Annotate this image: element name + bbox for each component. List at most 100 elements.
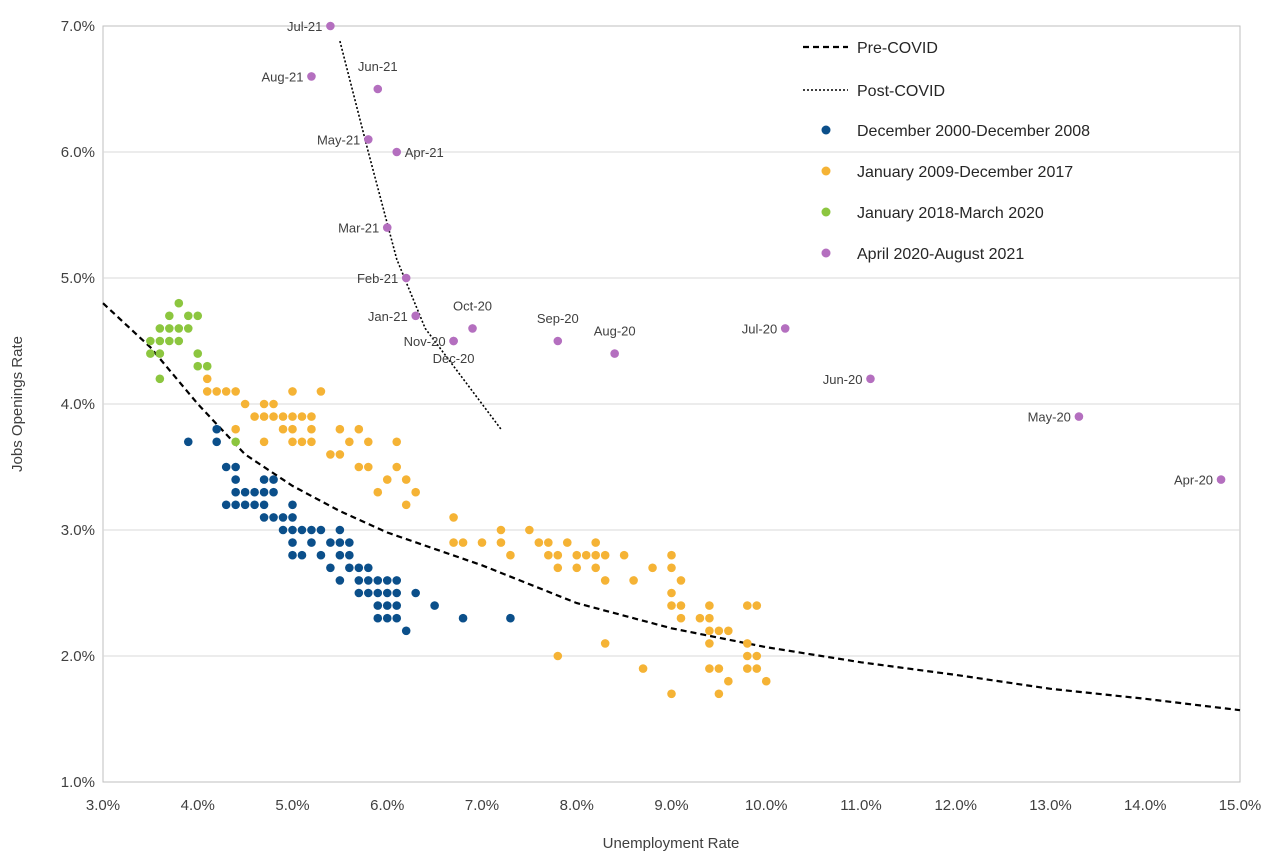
data-point: [743, 601, 752, 610]
data-point: [174, 324, 184, 333]
data-point: [591, 538, 600, 547]
data-point: [335, 550, 345, 560]
data-point: [240, 487, 250, 497]
data-point: [364, 135, 373, 144]
data-point: [714, 664, 724, 673]
data-point: [695, 613, 705, 623]
data-point: [373, 601, 383, 610]
data-point: [269, 412, 278, 421]
data-point: [667, 588, 676, 598]
data-point: [392, 588, 402, 598]
data-point: [259, 475, 269, 484]
x-tick-label: 10.0%: [745, 797, 788, 814]
y-axis-title: Jobs Openings Rate: [9, 336, 26, 472]
data-point: [212, 387, 221, 396]
data-point: [411, 487, 420, 497]
y-tick-label: 5.0%: [61, 270, 95, 287]
data-point: [250, 412, 259, 421]
data-point: [259, 500, 269, 510]
x-tick-label: 8.0%: [560, 797, 594, 814]
data-point: [581, 550, 591, 560]
data-point: [705, 626, 714, 636]
data-point: [506, 550, 515, 560]
data-point: [449, 513, 458, 522]
data-point: [401, 500, 411, 510]
data-point: [373, 487, 383, 497]
y-tick-label: 3.0%: [61, 522, 95, 539]
data-point: [335, 424, 345, 434]
data-point: [506, 613, 515, 623]
data-point: [288, 550, 297, 560]
data-point: [278, 412, 288, 421]
data-point: [183, 437, 193, 447]
data-point: [373, 576, 383, 585]
legend-marker: [821, 125, 831, 135]
x-tick-label: 4.0%: [181, 797, 215, 814]
data-point: [183, 324, 193, 333]
point-labels: Apr-20 May-20 Jun-20 Jul-20 Aug-20 Sep-20 Oct-…: [262, 19, 1214, 488]
data-point: [354, 563, 364, 573]
data-point: [307, 525, 316, 535]
data-point: [364, 437, 373, 447]
data-point: [667, 601, 676, 610]
data-point: [231, 487, 240, 497]
data-point: [212, 424, 221, 434]
point-label: Sep-20: [537, 311, 579, 326]
point-label: Oct-20: [453, 298, 492, 313]
x-tick-label: 12.0%: [934, 797, 977, 814]
data-point: [297, 525, 307, 535]
data-point: [705, 639, 714, 648]
point-label: Jan-21: [368, 309, 408, 324]
data-points: [146, 21, 1226, 699]
data-point: [269, 487, 278, 497]
data-point: [193, 349, 203, 358]
data-point: [193, 311, 203, 321]
data-point: [288, 500, 297, 510]
y-tick-label: 1.0%: [61, 774, 95, 791]
data-point: [354, 588, 364, 598]
x-tick-label: 11.0%: [840, 797, 881, 814]
point-label: Mar-21: [338, 221, 379, 236]
data-point: [496, 538, 506, 547]
data-point: [373, 613, 383, 623]
y-tick-label: 7.0%: [61, 18, 95, 35]
data-point: [392, 437, 402, 447]
y-tick-label: 2.0%: [61, 648, 95, 665]
point-label: Nov-20: [404, 334, 446, 349]
data-point: [364, 563, 373, 573]
data-point: [743, 664, 752, 673]
data-point: [165, 336, 174, 346]
data-point: [165, 324, 174, 333]
data-point: [676, 576, 686, 585]
data-point: [411, 311, 420, 321]
data-point: [562, 538, 572, 547]
legend-marker: [821, 207, 831, 217]
data-point: [326, 21, 335, 31]
data-point: [316, 387, 326, 396]
pre-covid-line: [102, 302, 1241, 712]
data-point: [401, 273, 411, 283]
data-point: [231, 387, 240, 396]
data-point: [1216, 475, 1226, 484]
data-point: [364, 588, 373, 598]
data-point: [335, 538, 345, 547]
data-point: [174, 298, 184, 308]
data-point: [382, 601, 392, 610]
data-point: [780, 324, 790, 333]
data-point: [392, 613, 402, 623]
x-tick-label: 13.0%: [1029, 797, 1072, 814]
data-point: [676, 601, 686, 610]
y-axis-ticks: 1.0% 2.0% 3.0% 4.0% 5.0% 6.0% 7.0%: [61, 18, 95, 791]
data-point: [288, 424, 297, 434]
data-point: [202, 374, 212, 384]
data-point: [335, 576, 345, 585]
data-point: [155, 336, 165, 346]
data-point: [335, 525, 345, 535]
data-point: [269, 399, 278, 409]
data-point: [146, 336, 155, 346]
data-point: [288, 538, 297, 547]
data-point: [382, 223, 392, 232]
data-point: [610, 349, 619, 358]
data-point: [174, 336, 184, 346]
data-point: [544, 550, 553, 560]
